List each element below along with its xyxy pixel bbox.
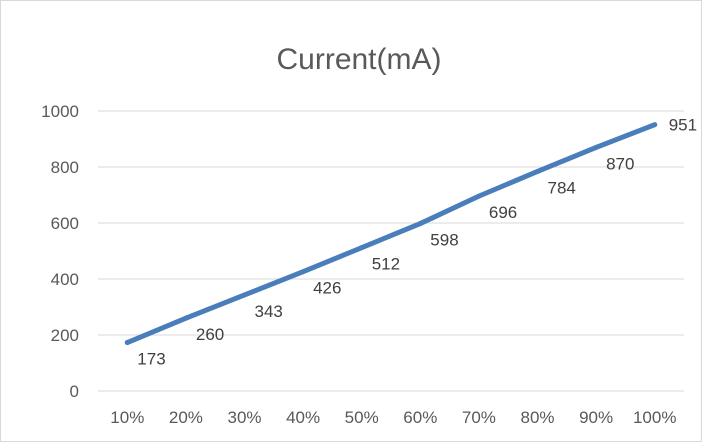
data-label: 260 [196, 325, 224, 344]
series-line [124, 122, 658, 346]
x-tick-label: 30% [227, 408, 261, 427]
data-label: 951 [669, 116, 697, 135]
data-labels: 173 260 343 426 512 598 696 784 870 951 [137, 116, 697, 369]
x-tick-label: 10% [110, 408, 144, 427]
gridlines [98, 110, 684, 392]
x-tick-label: 80% [520, 408, 554, 427]
x-tick-label: 20% [169, 408, 203, 427]
data-point [183, 315, 189, 321]
data-point [652, 122, 658, 128]
data-point [124, 340, 130, 346]
x-tick-label: 90% [579, 408, 613, 427]
y-tick-label: 800 [51, 158, 79, 177]
x-tick-label: 60% [403, 408, 437, 427]
chart-title: Current(mA) [276, 43, 441, 76]
data-point [417, 221, 423, 227]
y-axis-tick-labels: 0 200 400 600 800 1000 [41, 102, 79, 401]
y-tick-label: 1000 [41, 102, 79, 121]
x-axis-tick-labels: 10% 20% 30% 40% 50% 60% 70% 80% 90% 100% [110, 408, 676, 427]
data-label: 870 [606, 154, 634, 173]
y-tick-label: 600 [51, 214, 79, 233]
y-tick-label: 400 [51, 270, 79, 289]
x-tick-label: 40% [286, 408, 320, 427]
data-point [359, 245, 365, 251]
y-tick-label: 0 [70, 382, 79, 401]
y-tick-label: 200 [51, 326, 79, 345]
data-label: 784 [548, 178, 576, 197]
data-label: 598 [430, 231, 458, 250]
series-layer [124, 122, 658, 346]
x-tick-label: 50% [345, 408, 379, 427]
data-label: 343 [255, 302, 283, 321]
data-point [535, 168, 540, 174]
data-point [476, 193, 482, 199]
data-label: 426 [313, 279, 341, 298]
data-point [242, 292, 247, 298]
data-label: 512 [372, 255, 400, 274]
data-point [593, 144, 599, 150]
data-point [300, 269, 306, 275]
data-label: 696 [489, 203, 517, 222]
data-label: 173 [137, 350, 165, 369]
x-tick-label: 100% [633, 408, 676, 427]
x-tick-label: 70% [462, 408, 496, 427]
